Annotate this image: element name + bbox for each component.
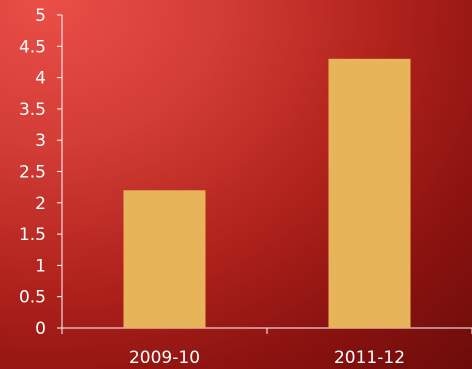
y-tick-label: 3.5 [19, 100, 46, 120]
y-tick-label: 4 [35, 69, 46, 89]
y-tick-label: 0 [35, 319, 46, 339]
y-tick-label: 1 [35, 256, 46, 276]
y-tick-label: 4.5 [19, 37, 46, 57]
y-tick-label: 5 [35, 6, 46, 26]
x-axis: 2009-10 2011-12 [61, 327, 472, 368]
y-tick-label: 2 [35, 194, 46, 214]
x-tick-label: 2009-10 [129, 348, 200, 368]
x-tick-label: 2011-12 [334, 348, 405, 368]
y-tick-label: 2.5 [19, 163, 46, 183]
bar-2011-12 [328, 58, 411, 328]
y-axis: 0 0.5 1 1.5 2 2.5 3 3.5 4 4.5 5 [19, 6, 63, 339]
y-tick-label: 1.5 [19, 225, 46, 245]
bars [123, 58, 411, 328]
y-tick-label: 0.5 [19, 288, 46, 308]
y-tick-label: 3 [35, 131, 46, 151]
bar-2009-10 [123, 190, 206, 328]
